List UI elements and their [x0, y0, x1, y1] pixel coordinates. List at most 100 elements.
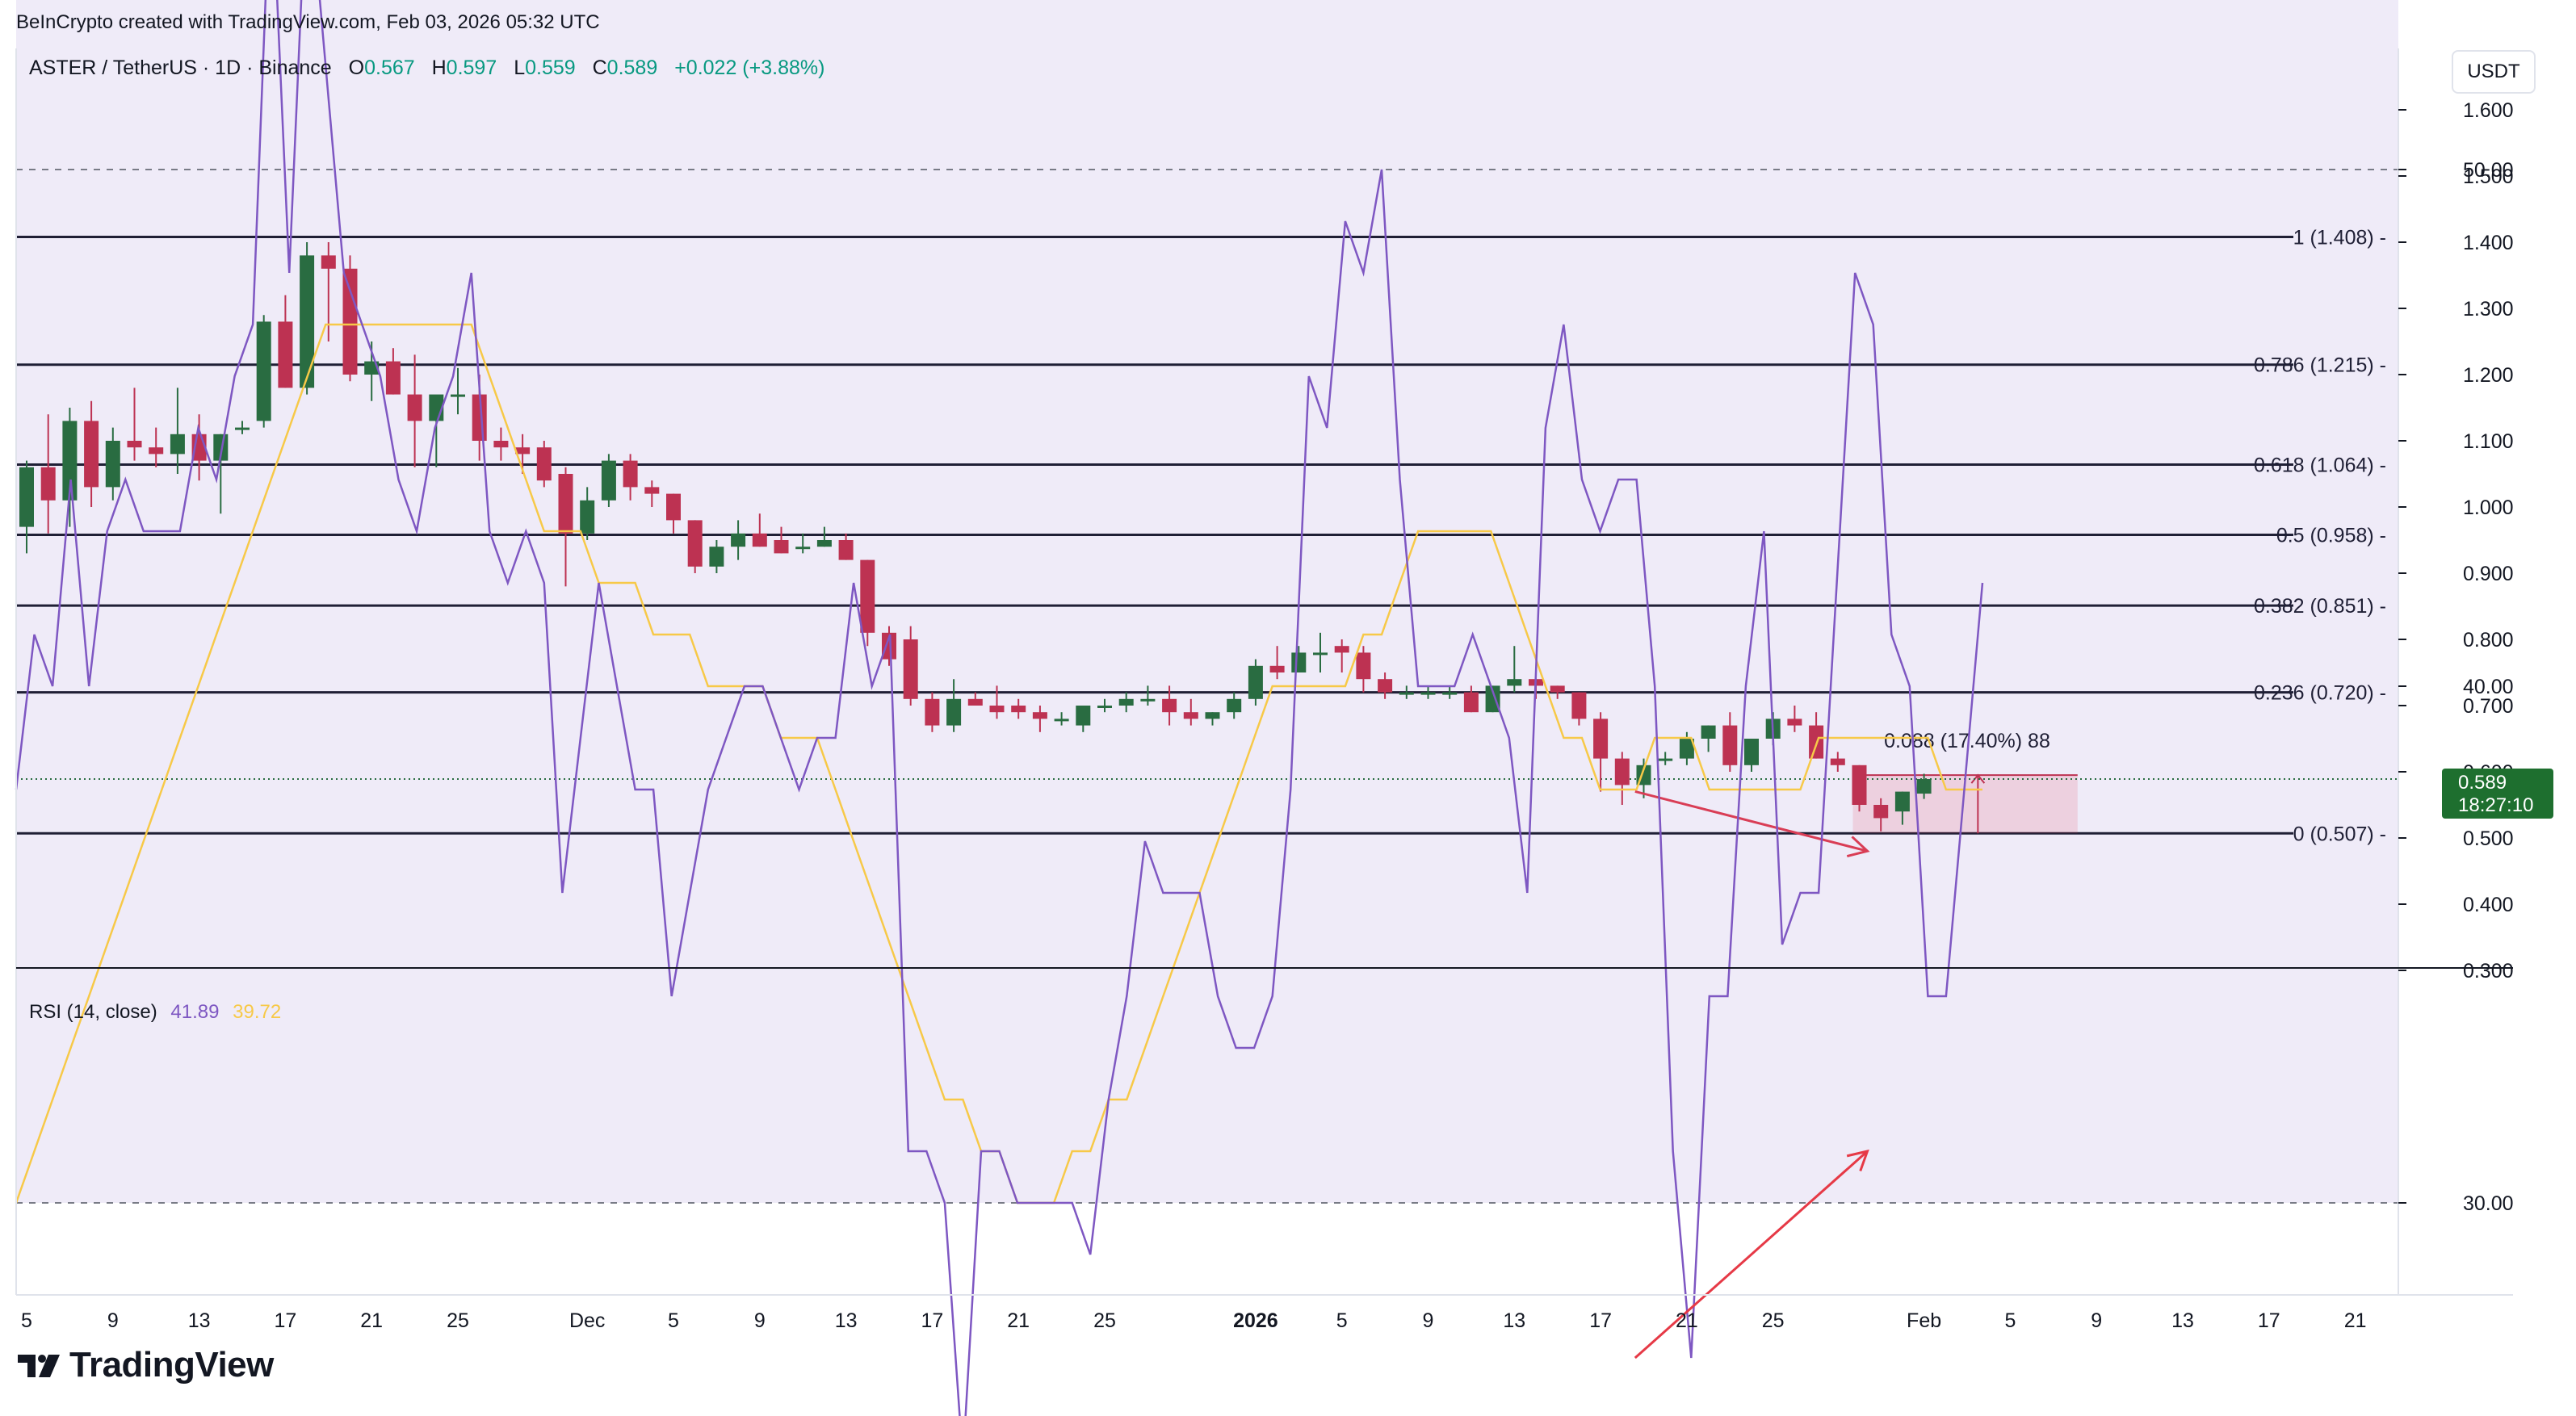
candle-body-down	[644, 487, 660, 494]
candle-body-down	[1830, 758, 1845, 765]
candle-body-down	[84, 421, 99, 488]
price-tick-label: 0.500	[2463, 827, 2514, 850]
time-tick-label: 13	[835, 1309, 858, 1332]
candle-body-up	[1076, 706, 1091, 726]
time-tick-label: 13	[1503, 1309, 1525, 1332]
time-tick-label: 25	[1762, 1309, 1785, 1332]
legend-high-value: 0.597	[446, 57, 497, 79]
candle-body-down	[752, 533, 767, 547]
price-tick-label: 1.300	[2463, 298, 2514, 320]
candle-body-up	[256, 321, 271, 421]
candle-body-up	[235, 427, 250, 430]
candle-body-up	[19, 467, 34, 527]
legend-close-key: C	[592, 57, 607, 79]
rsi-band-fill	[16, 0, 2398, 1203]
candle-body-down	[40, 467, 56, 501]
rsi-divergence-arrow-head	[1846, 1149, 1869, 1171]
fib-level-label: 0.618 (1.064) -	[2254, 455, 2386, 477]
fib-level-label: 0 (0.507) -	[2293, 823, 2386, 845]
candle-body-up	[1507, 679, 1522, 686]
candle-body-down	[1269, 665, 1285, 672]
legend-high-key: H	[431, 57, 447, 79]
price-tick-label: 0.900	[2463, 563, 2514, 585]
rsi-value: 41.89	[170, 1001, 220, 1023]
candle-body-down	[407, 394, 422, 421]
time-tick-label: 17	[921, 1309, 943, 1332]
price-tick-label: 0.800	[2463, 629, 2514, 651]
time-tick-label: 25	[447, 1309, 469, 1332]
candle-body-down	[1550, 685, 1565, 693]
candle-body-up	[451, 394, 465, 397]
candle-body-up	[1744, 739, 1759, 765]
candle-body-down	[989, 706, 1005, 713]
candle-body-down	[321, 255, 336, 269]
candle-body-up	[105, 441, 120, 488]
fib-level-label: 0.5 (0.958) -	[2276, 524, 2386, 547]
tradingview-logo[interactable]: TradingView	[18, 1345, 274, 1385]
candle-body-up	[580, 500, 595, 534]
candle-body-down	[774, 540, 789, 554]
candle-body-down	[1787, 718, 1802, 726]
fib-level-label: 1 (1.408) -	[2293, 226, 2386, 249]
candle-body-up	[1205, 712, 1220, 719]
candle-body-down	[493, 441, 509, 448]
legend-low-key: L	[514, 57, 526, 79]
candle-body-up	[1227, 698, 1242, 713]
price-tick-label: 0.400	[2463, 894, 2514, 916]
candle-body-up	[601, 460, 616, 501]
candle-body-down	[623, 460, 638, 488]
candle-body-up	[1679, 739, 1694, 759]
candle-body-down	[1378, 679, 1393, 693]
candle-body-down	[1032, 712, 1047, 719]
candle-body-up	[795, 547, 811, 550]
rsi-tick-label: 30.00	[2463, 1192, 2514, 1215]
time-tick-label: 21	[1007, 1309, 1030, 1332]
candle-body-down	[1463, 692, 1479, 713]
time-tick-label: 17	[1589, 1309, 1612, 1332]
time-tick-label: 13	[188, 1309, 211, 1332]
time-tick-label: 21	[360, 1309, 383, 1332]
ohlc-legend: ASTER / TetherUS · 1D · Binance O0.567 H…	[29, 57, 836, 80]
candle-body-down	[149, 447, 164, 455]
fib-level-label: 0.236 (0.720) -	[2254, 682, 2386, 705]
time-tick-label: 9	[107, 1309, 119, 1332]
candle-body-up	[1916, 779, 1932, 794]
candle-body-down	[666, 493, 681, 521]
current-price: 0.589	[2458, 772, 2507, 794]
candle-body-down	[1873, 805, 1889, 819]
rsi-tick-label: 40.00	[2463, 676, 2514, 698]
candle-body-up	[213, 434, 229, 461]
price-tick-label: 1.100	[2463, 430, 2514, 453]
candle-body-up	[946, 698, 962, 726]
candle-body-up	[1894, 791, 1910, 812]
rsi-legend: RSI (14, close) 41.89 39.72	[29, 1001, 281, 1024]
rsi-label: RSI (14, close)	[29, 1001, 157, 1023]
candle-body-up	[1485, 685, 1500, 713]
legend-open-key: O	[348, 57, 365, 79]
rsi-divergence-arrow-shaft	[1634, 1150, 1869, 1359]
candle-body-up	[709, 547, 724, 567]
fib-level-label: 0.382 (0.851) -	[2254, 595, 2386, 618]
candle-body-down	[687, 520, 703, 567]
time-tick-label: 2026	[1233, 1309, 1278, 1332]
time-tick-label: Dec	[569, 1309, 605, 1332]
legend-close-value: 0.589	[606, 57, 658, 79]
time-tick-label: 9	[2091, 1309, 2102, 1332]
candle-body-down	[558, 474, 573, 534]
candle-body-down	[967, 698, 983, 706]
candle-body-down	[1334, 646, 1349, 653]
time-tick-label: 17	[2258, 1309, 2280, 1332]
candle-body-down	[838, 540, 854, 560]
price-tick-label: 1.500	[2463, 165, 2514, 188]
price-divergence-arrow-shaft	[1634, 790, 1868, 853]
time-tick-label: 9	[1423, 1309, 1434, 1332]
currency-button[interactable]: USDT	[2452, 50, 2536, 94]
candle-body-up	[1313, 652, 1328, 656]
header-credit: BeInCrypto created with TradingView.com,…	[16, 11, 600, 33]
candle-body-down	[925, 698, 940, 726]
rsi-line	[15, 0, 1984, 1416]
candle-body-down	[1852, 765, 1867, 805]
legend-low-value: 0.559	[525, 57, 576, 79]
candle-body-down	[1593, 718, 1609, 759]
